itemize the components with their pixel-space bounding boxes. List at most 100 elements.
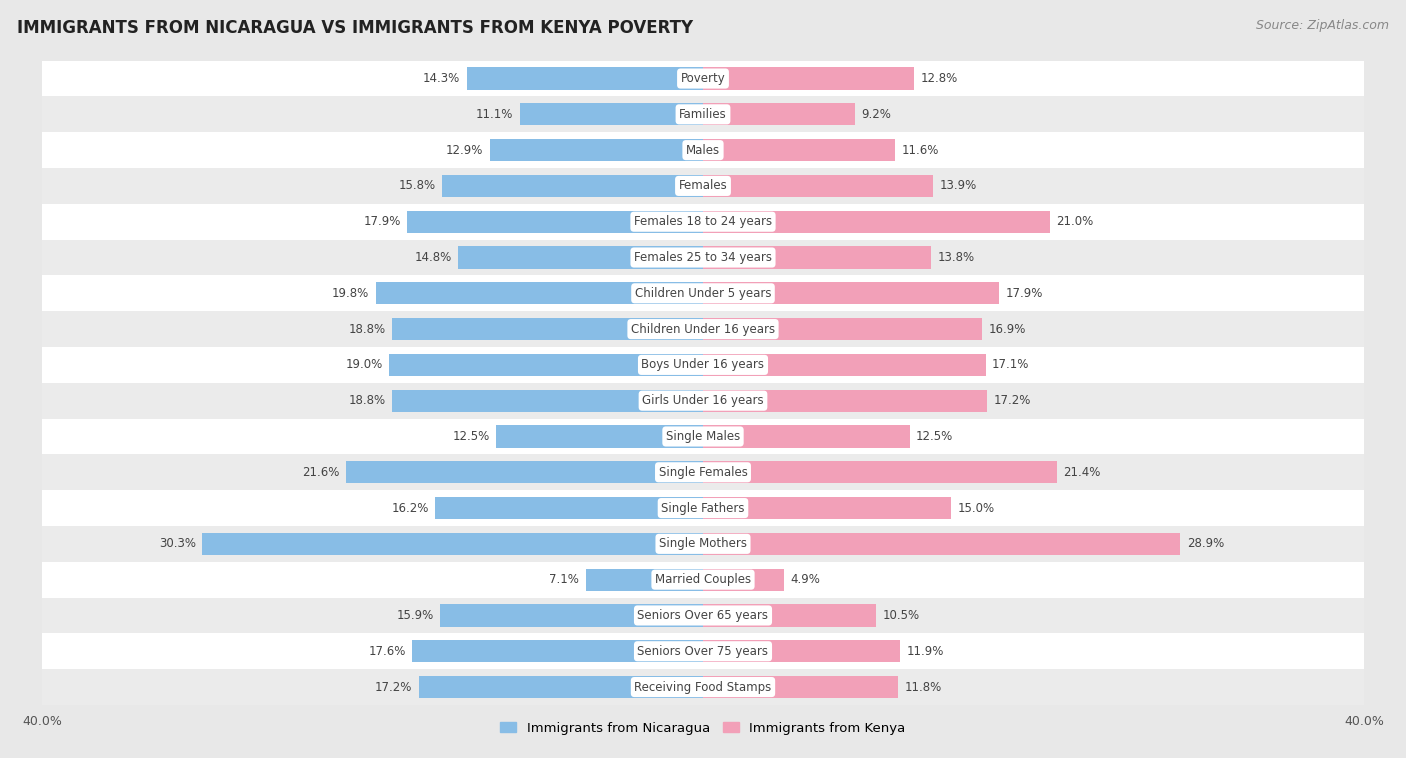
Bar xyxy=(392,318,703,340)
Text: Boys Under 16 years: Boys Under 16 years xyxy=(641,359,765,371)
Bar xyxy=(703,641,900,662)
Text: 14.8%: 14.8% xyxy=(415,251,451,264)
Text: Single Fathers: Single Fathers xyxy=(661,502,745,515)
Text: Married Couples: Married Couples xyxy=(655,573,751,586)
Bar xyxy=(703,139,894,161)
Text: 17.9%: 17.9% xyxy=(363,215,401,228)
Bar xyxy=(375,282,703,305)
Bar xyxy=(467,67,703,89)
Text: Children Under 5 years: Children Under 5 years xyxy=(634,287,772,300)
Bar xyxy=(440,604,703,627)
Bar xyxy=(703,533,1181,555)
Bar xyxy=(703,318,983,340)
Bar xyxy=(42,634,1364,669)
Bar xyxy=(392,390,703,412)
Bar xyxy=(703,175,932,197)
Text: 21.4%: 21.4% xyxy=(1063,465,1101,479)
Bar xyxy=(458,246,703,268)
Text: 17.2%: 17.2% xyxy=(375,681,412,694)
Text: 9.2%: 9.2% xyxy=(862,108,891,121)
Bar xyxy=(42,240,1364,275)
Bar xyxy=(703,425,910,447)
Text: Girls Under 16 years: Girls Under 16 years xyxy=(643,394,763,407)
Text: 11.9%: 11.9% xyxy=(907,645,943,658)
Text: 15.8%: 15.8% xyxy=(398,180,436,193)
Text: 18.8%: 18.8% xyxy=(349,323,385,336)
Bar xyxy=(586,568,703,590)
Bar xyxy=(408,211,703,233)
Text: 12.5%: 12.5% xyxy=(917,430,953,443)
Text: 28.9%: 28.9% xyxy=(1187,537,1225,550)
Text: 16.9%: 16.9% xyxy=(988,323,1026,336)
Bar xyxy=(703,103,855,125)
Text: 19.8%: 19.8% xyxy=(332,287,370,300)
Bar xyxy=(42,347,1364,383)
Bar xyxy=(703,497,950,519)
Bar xyxy=(42,132,1364,168)
Text: 11.1%: 11.1% xyxy=(475,108,513,121)
Bar xyxy=(703,390,987,412)
Text: Males: Males xyxy=(686,143,720,157)
Bar xyxy=(42,526,1364,562)
Text: 13.8%: 13.8% xyxy=(938,251,974,264)
Text: Seniors Over 65 years: Seniors Over 65 years xyxy=(637,609,769,622)
Bar xyxy=(436,497,703,519)
Text: Poverty: Poverty xyxy=(681,72,725,85)
Bar xyxy=(389,354,703,376)
Text: 18.8%: 18.8% xyxy=(349,394,385,407)
Bar xyxy=(42,597,1364,634)
Text: 30.3%: 30.3% xyxy=(159,537,195,550)
Text: Seniors Over 75 years: Seniors Over 75 years xyxy=(637,645,769,658)
Text: 11.6%: 11.6% xyxy=(901,143,939,157)
Text: Children Under 16 years: Children Under 16 years xyxy=(631,323,775,336)
Text: 21.0%: 21.0% xyxy=(1056,215,1094,228)
Text: 15.0%: 15.0% xyxy=(957,502,994,515)
Text: Single Mothers: Single Mothers xyxy=(659,537,747,550)
Bar xyxy=(520,103,703,125)
Text: 17.2%: 17.2% xyxy=(994,394,1031,407)
Text: 12.5%: 12.5% xyxy=(453,430,489,443)
Bar xyxy=(42,168,1364,204)
Text: Females: Females xyxy=(679,180,727,193)
Text: 12.9%: 12.9% xyxy=(446,143,484,157)
Bar xyxy=(42,204,1364,240)
Bar xyxy=(42,669,1364,705)
Legend: Immigrants from Nicaragua, Immigrants from Kenya: Immigrants from Nicaragua, Immigrants fr… xyxy=(495,716,911,741)
Bar xyxy=(42,562,1364,597)
Bar xyxy=(703,211,1050,233)
Text: 11.8%: 11.8% xyxy=(904,681,942,694)
Bar xyxy=(42,383,1364,418)
Bar xyxy=(703,604,876,627)
Text: 16.2%: 16.2% xyxy=(391,502,429,515)
Text: 4.9%: 4.9% xyxy=(790,573,821,586)
Bar xyxy=(42,96,1364,132)
Bar xyxy=(42,454,1364,490)
Bar xyxy=(42,312,1364,347)
Bar xyxy=(42,61,1364,96)
Bar xyxy=(703,676,898,698)
Text: Females 18 to 24 years: Females 18 to 24 years xyxy=(634,215,772,228)
Bar xyxy=(703,246,931,268)
Bar xyxy=(42,418,1364,454)
Text: 15.9%: 15.9% xyxy=(396,609,433,622)
Text: Females 25 to 34 years: Females 25 to 34 years xyxy=(634,251,772,264)
Text: Source: ZipAtlas.com: Source: ZipAtlas.com xyxy=(1256,19,1389,32)
Text: Families: Families xyxy=(679,108,727,121)
Bar xyxy=(412,641,703,662)
Text: 21.6%: 21.6% xyxy=(302,465,339,479)
Bar xyxy=(703,282,998,305)
Bar xyxy=(346,461,703,484)
Text: Single Females: Single Females xyxy=(658,465,748,479)
Text: Single Males: Single Males xyxy=(666,430,740,443)
Text: 13.9%: 13.9% xyxy=(939,180,977,193)
Bar xyxy=(703,461,1056,484)
Bar xyxy=(496,425,703,447)
Bar xyxy=(703,568,785,590)
Bar xyxy=(42,490,1364,526)
Bar xyxy=(703,67,914,89)
Bar xyxy=(703,354,986,376)
Bar xyxy=(489,139,703,161)
Text: 12.8%: 12.8% xyxy=(921,72,959,85)
Text: 10.5%: 10.5% xyxy=(883,609,920,622)
Text: 17.9%: 17.9% xyxy=(1005,287,1043,300)
